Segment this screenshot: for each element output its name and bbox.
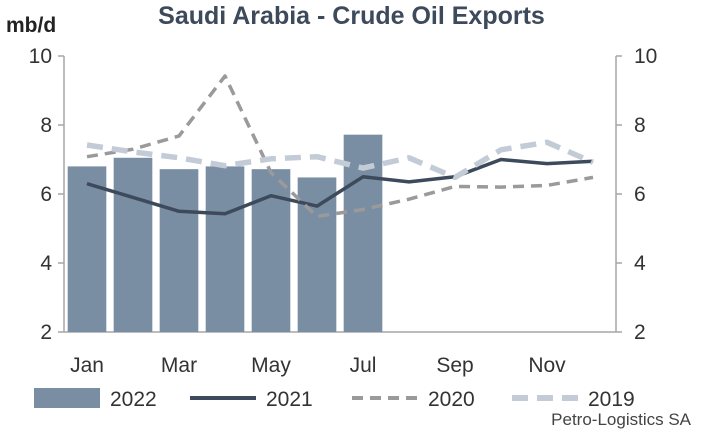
line-2020 xyxy=(86,74,594,219)
y-tick-label-left: 10 xyxy=(29,45,52,68)
x-tick-label: May xyxy=(251,354,291,377)
y-tick-label-right: 4 xyxy=(634,252,646,275)
legend-label-2022: 2022 xyxy=(110,388,157,411)
x-tick-label: Jul xyxy=(350,354,377,377)
line-2019 xyxy=(86,139,595,181)
bar-2022 xyxy=(159,169,199,332)
legend-label-2021: 2021 xyxy=(266,388,313,411)
y-tick-label-left: 8 xyxy=(40,114,52,137)
line-2021 xyxy=(86,157,594,216)
bar-2022 xyxy=(251,169,291,332)
legend-label-2020: 2020 xyxy=(428,388,475,411)
x-tick-label: Sep xyxy=(436,354,473,377)
chart-title: Saudi Arabia - Crude Oil Exports xyxy=(158,2,545,30)
source-label: Petro-Logistics SA xyxy=(551,410,691,429)
bar-2022 xyxy=(113,157,153,332)
x-tick-label: Nov xyxy=(528,354,566,377)
y-tick-label-right: 10 xyxy=(634,45,657,68)
y-tick-label-right: 8 xyxy=(634,114,646,137)
bar-2022 xyxy=(67,166,107,332)
legend-label-2019: 2019 xyxy=(588,388,635,411)
y-tick-label-left: 4 xyxy=(40,252,52,275)
legend-swatch-2022 xyxy=(34,388,100,408)
y-tick-label-right: 6 xyxy=(634,183,646,206)
bar-2022 xyxy=(297,177,337,332)
bar-2022 xyxy=(205,166,245,332)
x-tick-label: Jan xyxy=(70,354,104,377)
y-axis-label: mb/d xyxy=(6,14,57,37)
x-tick-label: Mar xyxy=(161,354,197,377)
y-tick-label-left: 6 xyxy=(40,183,52,206)
y-tick-label-right: 2 xyxy=(634,321,646,344)
y-tick-label-left: 2 xyxy=(40,321,52,344)
